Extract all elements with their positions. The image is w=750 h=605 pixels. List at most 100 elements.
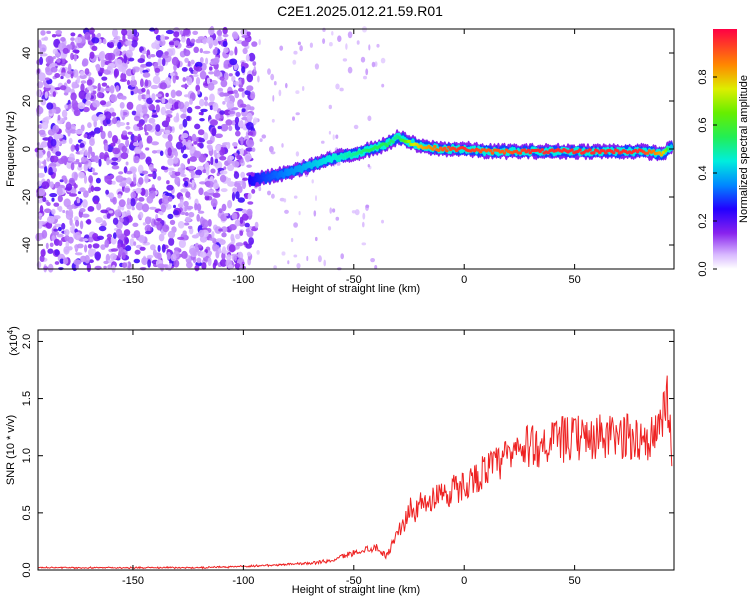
noise-speck [158,211,163,215]
noise-speck [116,120,122,128]
noise-speck [335,134,339,139]
noise-speck [206,77,210,85]
noise-speck [133,115,141,122]
ridge-cell [570,148,574,152]
noise-speck [130,198,136,207]
noise-speck [81,60,87,67]
noise-speck [125,49,133,58]
ridge-cell [602,149,606,153]
x-tick-label: -50 [346,575,362,587]
noise-speck [233,171,240,179]
noise-speck [329,42,333,47]
noise-speck [368,44,371,51]
noise-speck [173,156,179,164]
noise-speck [90,151,95,157]
spectrogram-x-ticks: -150 -100 -50 0 50 [122,29,581,286]
noise-speck [173,259,180,268]
ridge-cell [387,141,391,145]
noise-speck [210,168,216,174]
y-tick-label: 0 [21,146,33,152]
noise-speck [112,135,118,144]
noise-speck [180,163,185,169]
noise-speck [221,232,227,238]
noise-speck [155,50,164,58]
noise-speck [240,103,247,108]
noise-speck [232,160,240,168]
noise-speck [106,101,112,107]
noise-speck [145,230,152,235]
noise-speck [125,177,132,185]
ridge-cell [578,148,582,152]
noise-speck [290,237,294,243]
noise-speck [361,242,367,246]
noise-speck [232,142,238,147]
noise-speck [130,168,136,172]
noise-speck [185,216,192,222]
noise-speck [293,222,298,228]
noise-speck [71,81,77,89]
noise-speck [45,116,52,120]
noise-speck [202,169,207,174]
noise-speck [133,28,138,37]
noise-speck [223,166,227,170]
noise-speck [241,77,245,85]
spectrogram-y-label: Frequency (Hz) [5,111,17,187]
ridge-cell [433,144,437,149]
noise-speck [194,61,203,68]
noise-speck [86,79,93,86]
noise-speck [309,42,313,48]
noise-speck [45,55,54,64]
colorbar-tick-label: 0.6 [697,117,709,132]
noise-speck [188,165,196,170]
noise-speck [81,213,90,218]
noise-speck [197,142,202,147]
noise-speck [210,198,218,208]
noise-speck [155,93,162,98]
noise-speck [45,221,53,229]
noise-speck [51,155,59,163]
noise-speck [66,79,71,84]
noise-speck [251,41,258,47]
noise-speck [194,203,198,211]
noise-speck [253,117,258,125]
noise-speck [46,156,51,162]
noise-speck [239,230,244,236]
noise-speck [37,199,43,204]
noise-speck [92,243,100,249]
noise-speck [59,179,64,183]
noise-speck [125,245,132,252]
noise-speck [103,69,111,75]
noise-speck [148,164,154,171]
noise-speck [39,255,45,262]
noise-speck [122,252,126,260]
noise-speck [156,218,162,222]
noise-speck [109,94,118,103]
noise-speck [222,33,229,38]
ridge-cell [657,151,662,155]
noise-speck [38,212,43,217]
noise-speck [174,101,179,110]
noise-speck [159,150,164,156]
noise-speck [246,85,254,92]
noise-speck [314,63,319,70]
noise-speck [160,106,167,116]
y-tick-label: 1.0 [21,448,33,463]
noise-speck [56,187,63,196]
noise-speck [102,38,107,45]
noise-speck [194,264,200,272]
noise-speck [74,36,83,44]
noise-speck [60,85,67,91]
noise-speck [181,36,186,43]
noise-speck [121,262,128,268]
noise-speck [146,195,154,204]
noise-speck [85,219,92,224]
noise-speck [234,92,240,99]
noise-speck [240,136,244,146]
noise-speck [184,57,189,63]
noise-speck [183,28,190,36]
noise-speck [73,54,77,62]
noise-speck [42,137,51,141]
noise-speck [322,38,326,44]
noise-speck [60,155,68,164]
y-tick-label: 0.5 [21,505,33,520]
